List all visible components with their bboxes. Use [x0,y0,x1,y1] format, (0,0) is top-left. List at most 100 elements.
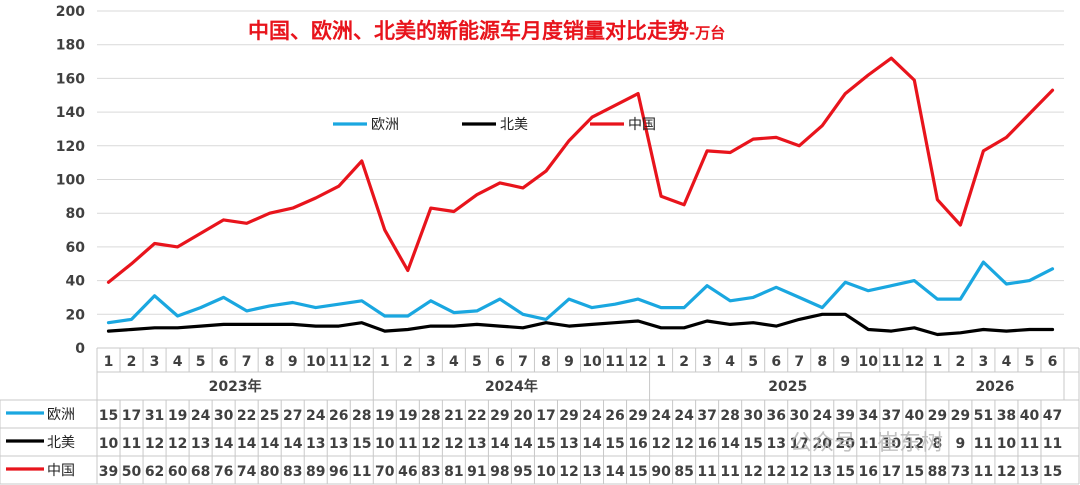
data-table-cell: 8 [932,436,942,452]
x-tick-label: 6 [1048,354,1058,370]
data-table-cell: 31 [145,408,164,424]
x-tick-label: 8 [541,354,551,370]
data-table-cell: 10 [99,436,119,452]
data-table-cell: 13 [1020,464,1039,480]
data-table-cell: 14 [582,436,602,452]
data-table-cell: 13 [191,436,210,452]
chart-title-main: 中国、欧洲、北美的新能源车月度销量对比走势 [248,19,689,43]
data-table-cell: 46 [398,464,417,480]
data-table-cell: 17 [882,464,901,480]
data-table-cell: 17 [122,408,141,424]
data-table-cell: 12 [651,436,670,452]
data-table-cell: 11 [974,464,993,480]
x-tick-label: 7 [794,354,804,370]
x-tick-label: 3 [150,354,160,370]
x-tick-label: 3 [979,354,989,370]
data-table-cell: 15 [1043,464,1062,480]
y-tick-label: 100 [56,173,85,189]
data-table-cell: 14 [214,436,234,452]
data-table-cell: 15 [536,436,555,452]
data-table-cell: 20 [836,436,856,452]
y-tick-label: 60 [66,240,86,256]
data-table-cell: 26 [605,408,624,424]
data-table-cell: 40 [1020,408,1040,424]
data-table-cell: 26 [329,408,348,424]
x-tick-label: 11 [329,354,348,370]
watermark-text: 公众号 · 崔东树 [790,431,943,456]
x-tick-label: 6 [495,354,505,370]
data-table-cell: 34 [859,408,879,424]
data-table-cell: 83 [421,464,440,480]
data-table-cell: 13 [467,436,486,452]
data-table-cell: 50 [122,464,142,480]
data-table-cell: 13 [559,436,578,452]
data-table-cell: 37 [697,408,716,424]
data-table-cell: 13 [329,436,348,452]
x-tick-label: 3 [426,354,436,370]
table-series-name: 欧洲 [47,407,75,423]
data-table-cell: 24 [813,408,833,424]
data-table-cell: 25 [260,408,279,424]
data-table-cell: 76 [214,464,233,480]
data-table-cell: 37 [882,408,901,424]
table-series-name: 中国 [47,463,75,479]
x-tick-label: 12 [905,354,924,370]
data-table-cell: 12 [997,464,1016,480]
data-table-cell: 96 [329,464,348,480]
data-table-cell: 13 [766,436,785,452]
year-label: 2024年 [485,378,538,395]
data-table-cell: 11 [720,464,739,480]
data-table-cell: 16 [859,464,878,480]
legend: 欧洲 北美 中国 [333,117,656,133]
x-tick-label: 10 [306,354,326,370]
data-table-cell: 12 [168,436,187,452]
data-table-cell: 28 [720,408,739,424]
x-tick-label: 9 [564,354,574,370]
legend-label: 欧洲 [371,117,399,133]
data-table-cell: 14 [605,464,625,480]
data-table-cell: 10 [882,436,902,452]
data-table-cell: 90 [651,464,671,480]
data-table-cell: 98 [490,464,509,480]
x-tick-label: 2 [127,354,137,370]
x-tick-label: 5 [1025,354,1035,370]
data-table-cell: 17 [536,408,555,424]
legend-label: 中国 [628,117,656,133]
x-tick-label: 5 [196,354,206,370]
data-table-cell: 14 [260,436,280,452]
data-table-cell: 85 [674,464,693,480]
data-table-cell: 19 [375,408,394,424]
x-tick-label: 8 [265,354,275,370]
x-tick-label: 10 [859,354,879,370]
data-table-cell: 29 [490,408,509,424]
data-table-cell: 22 [237,408,256,424]
data-table-cell: 51 [974,408,993,424]
data-table-cell: 83 [283,464,302,480]
data-table-cell: 15 [905,464,924,480]
data-table-cell: 15 [836,464,855,480]
data-table-cell: 73 [951,464,970,480]
data-table-cell: 12 [766,464,785,480]
data-table-cell: 36 [766,408,785,424]
data-table-cell: 80 [260,464,280,480]
data-table-cell: 22 [467,408,486,424]
x-tick-label: 11 [605,354,624,370]
data-table-cell: 29 [628,408,647,424]
data-table-cell: 62 [145,464,164,480]
data-table-cell: 12 [444,436,463,452]
x-tick-label: 1 [104,354,114,370]
data-table-cell: 39 [99,464,118,480]
y-tick-label: 120 [56,139,85,155]
data-table-cell: 13 [813,464,832,480]
data-table-cell: 68 [191,464,210,480]
series-line-中国 [106,56,1055,284]
data-table-cell: 89 [306,464,325,480]
data-table-cell: 20 [813,436,833,452]
data-table-cell: 88 [928,464,947,480]
data-table-cell: 74 [237,464,257,480]
data-table-cell: 17 [789,436,808,452]
y-tick-label: 0 [75,341,85,357]
x-tick-label: 2 [956,354,966,370]
data-table-cell: 81 [444,464,463,480]
data-table-cell: 70 [375,464,395,480]
